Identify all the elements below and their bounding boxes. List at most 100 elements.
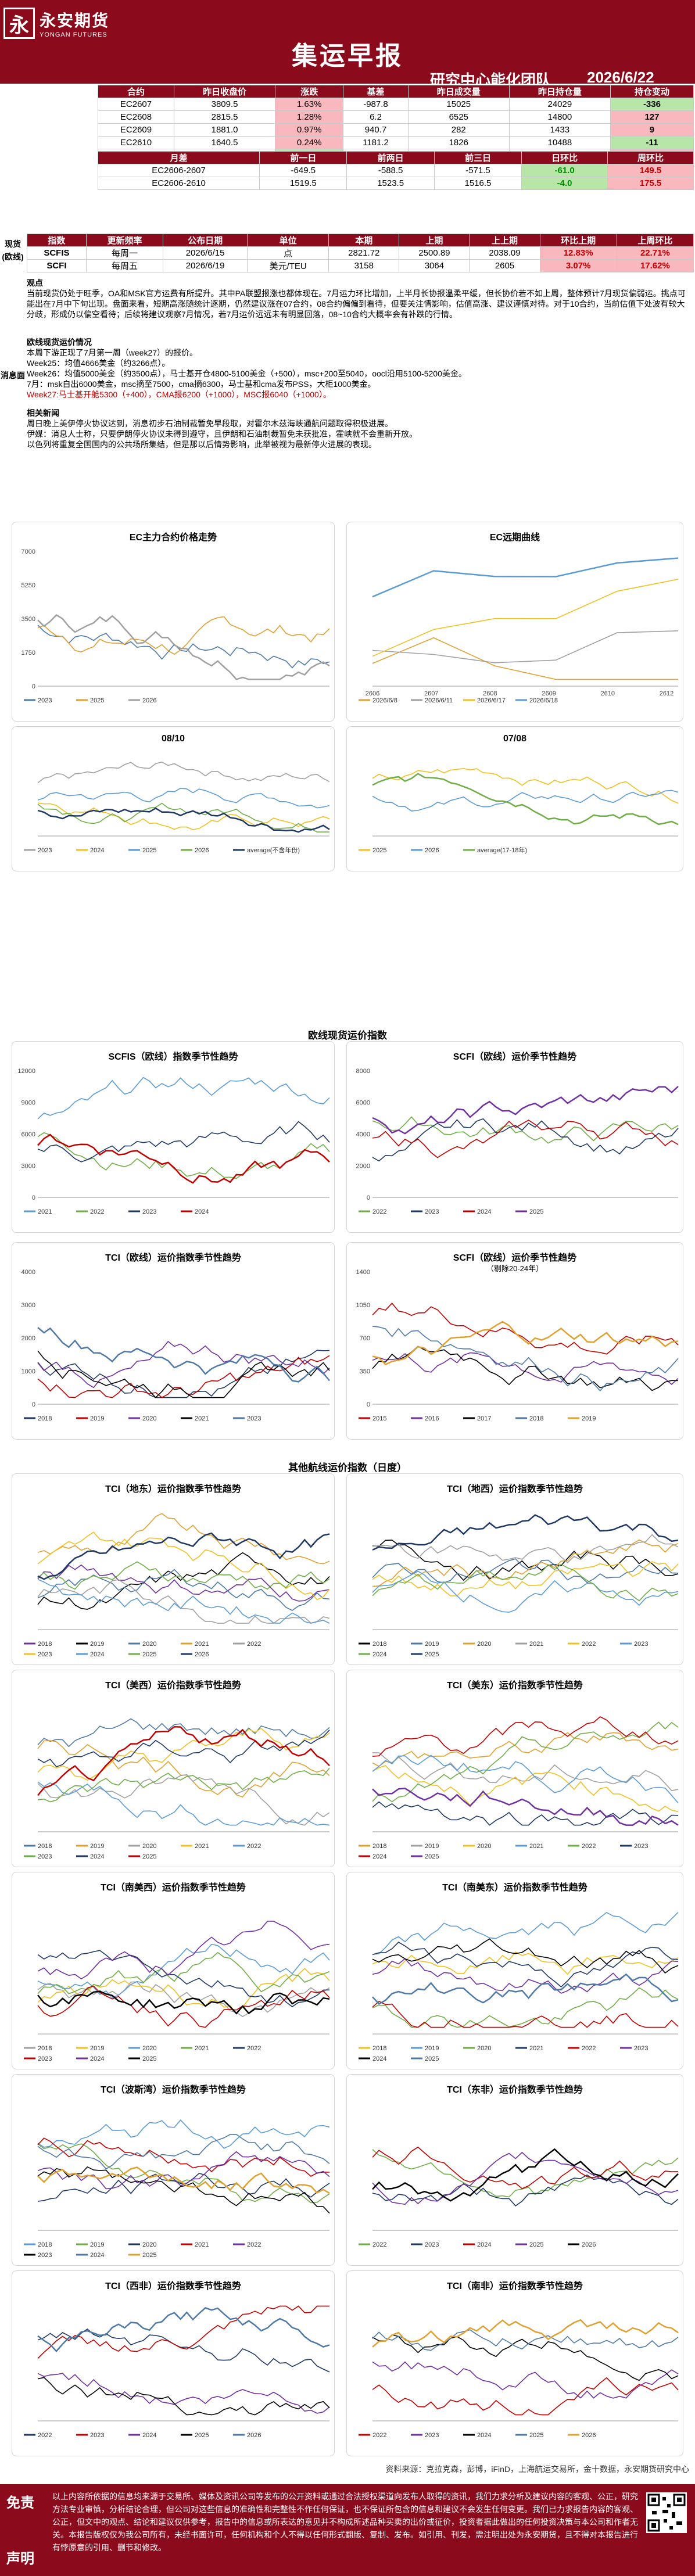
chart-13: TCI（南美西）运价指数季节性趋势 2018 2019 2020 2021 2022 202…	[12, 1872, 335, 2069]
series-line	[37, 1133, 330, 1184]
legend-label: 2019	[90, 2045, 104, 2052]
legend-label: 2022	[582, 1641, 596, 1648]
chart-11: TCI（美西）运价指数季节性趋势 2018 2019 2020 2021 2022 2023…	[12, 1670, 335, 1867]
futures-table: 合约 昨日收盘价 涨跌 基差 昨日成交量 昨日持仓量 持仓变动 EC2607 3809.5 1.6…	[97, 85, 694, 162]
chart-18: TCI（南非）运价指数季节性趋势 2022 2023 2024 2025 2026	[346, 2270, 683, 2456]
series-line	[372, 2334, 679, 2381]
series-line	[37, 1531, 330, 1601]
chart-title: TCI（南美东）运价指数季节性趋势	[442, 1883, 587, 1893]
series-line	[372, 1938, 679, 1974]
y-tick-label: 3000	[22, 1163, 35, 1170]
y-tick-label: 0	[367, 1401, 370, 1408]
index-cell: 点	[247, 246, 329, 260]
legend-label: 2022	[582, 1843, 596, 1850]
futures-header: 昨日持仓量	[508, 85, 611, 98]
chart-title: EC主力合约价格走势	[129, 533, 217, 543]
y-tick-label: 2000	[356, 1163, 370, 1170]
legend-label: 2024	[90, 1651, 104, 1658]
qr-code-icon[interactable]	[646, 2492, 687, 2533]
legend-label: 2019	[582, 1415, 596, 1422]
spot-price-heading: 欧线现货运价情况	[27, 338, 92, 347]
legend-label: 2019	[425, 1843, 439, 1850]
chart-plot: 2022 2023 2024 2025 2026	[24, 2305, 330, 2439]
spread-header: 日环比	[521, 151, 608, 164]
legend-label: 2024	[477, 2432, 491, 2439]
y-tick-label: 5250	[22, 582, 35, 589]
index-cell: 2605	[469, 259, 540, 272]
index-cell: 3064	[399, 259, 470, 272]
series-line	[37, 2134, 330, 2170]
legend-label: 2025	[529, 2241, 543, 2248]
series-line	[37, 1718, 330, 1748]
futures-cell: 6.2	[343, 110, 409, 124]
legend-label: 2021	[195, 2045, 209, 2052]
series-line	[37, 1564, 330, 1602]
chart-9: TCI（地东）运价指数季节性趋势 2018 2019 2020 2021 2022 2023…	[12, 1473, 335, 1665]
series-line	[37, 2377, 330, 2416]
chart-title: SCFIS（欧线）指数季节性趋势	[108, 1052, 238, 1062]
series-line	[372, 2151, 679, 2205]
legend-label: 2022	[372, 2241, 386, 2248]
series-line	[37, 761, 330, 784]
series-line	[37, 2166, 330, 2194]
index-cell: 17.62%	[616, 259, 694, 272]
legend-label: average(17-18年)	[477, 846, 527, 854]
series-line	[372, 1951, 679, 1975]
legend-label: 2024	[477, 1208, 491, 1215]
series-line	[37, 625, 330, 669]
legend-label: 2024	[195, 1208, 209, 1215]
legend-label: 2023	[634, 2045, 648, 2052]
spread-cell: 1516.5	[434, 177, 522, 190]
series-line	[372, 1534, 679, 1563]
index-cell: 2038.09	[469, 246, 540, 260]
chart-7: TCI（欧线）运价指数季节性趋势 0 1000 2000 3000 4000 2018 201…	[12, 1242, 335, 1440]
legend-label: 2018	[529, 1415, 543, 1422]
series-line	[37, 2119, 330, 2149]
series-line	[372, 1086, 679, 1135]
futures-cell: 14800	[508, 110, 611, 124]
legend-label: 2019	[425, 2045, 439, 2052]
chart-15: TCI（波斯湾）运价指数季节性趋势 2018 2019 2020 2021 2022 202…	[12, 2074, 335, 2266]
legend-label: 2021	[529, 1843, 543, 1850]
index-cell: 美元/TEU	[247, 259, 329, 272]
series-line	[372, 773, 679, 826]
index-cell: 2026/6/15	[163, 246, 248, 260]
legend-label: 2022	[247, 1843, 261, 1850]
legend-label: 2023	[38, 697, 52, 704]
index-header: 指数	[27, 234, 87, 247]
news-section: 欧线现货运价情况 本周下游正现了7月第一周（week27）的报价。 Week25…	[27, 335, 689, 450]
y-tick-label: 0	[32, 1401, 35, 1408]
legend-label: 2026/6/8	[372, 697, 397, 704]
series-line	[37, 616, 330, 655]
chart-plot: 2025 2026 average(17-18年)	[359, 767, 679, 854]
series-line	[37, 1552, 330, 1610]
spread-cell: -588.5	[346, 164, 435, 177]
series-line	[372, 2361, 679, 2399]
y-tick-label: 1400	[356, 1269, 370, 1276]
y-tick-label: 1000	[22, 1368, 35, 1375]
legend-label: 2018	[38, 1415, 52, 1422]
y-tick-label: 0	[367, 1194, 370, 1201]
futures-header: 昨日成交量	[407, 85, 510, 98]
chart-title: TCI（欧线）运价指数季节性趋势	[105, 1253, 241, 1263]
futures-cell: 1.28%	[275, 110, 344, 124]
table-row: EC2606-2607 -649.5 -588.5 -571.5 -61.0 149.5	[97, 164, 694, 177]
series-line	[372, 1911, 679, 1955]
chart-title: SCFI（欧线）运价季节性趋势	[453, 1052, 577, 1062]
futures-header: 涨跌	[275, 85, 344, 98]
legend-label: 2022	[372, 2432, 386, 2439]
series-line	[37, 1951, 330, 1994]
futures-cell: 9	[610, 123, 694, 137]
futures-cell: 10488	[508, 136, 611, 149]
related-news-heading: 相关新闻	[27, 408, 59, 418]
legend-label: 2023	[38, 1853, 52, 1860]
data-source: 资料来源：克拉克森，彭博，iFinD，上海航运交易所，金十数据，永安期货研究中心	[385, 2464, 689, 2474]
futures-cell: 6525	[407, 110, 510, 124]
series-line	[372, 1732, 679, 1767]
series-line	[372, 1788, 679, 1826]
index-header: 上上期	[469, 234, 540, 247]
chart-plot: 2018 2019 2020 2021 2022 2023 2024 2025	[359, 1716, 679, 1860]
series-line	[37, 2328, 330, 2373]
chart-title: 08/10	[161, 734, 185, 744]
related-news-line: 周日晚上美伊停火协议达到，消息初步石油制裁暂免早段取，对霍尔木兹海峡通航问题取得…	[27, 419, 393, 428]
